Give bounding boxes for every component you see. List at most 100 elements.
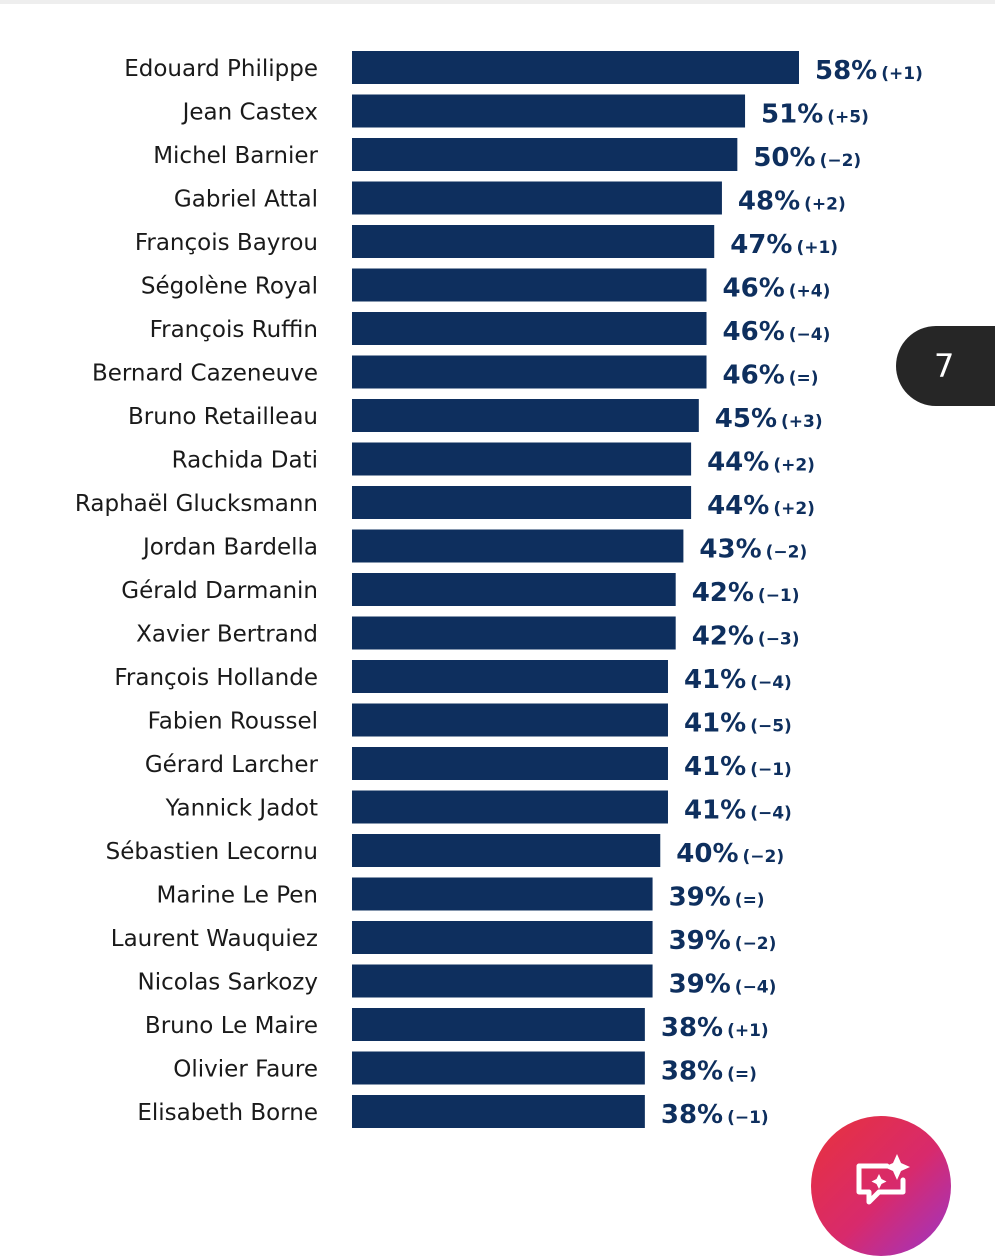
category-label: Xavier Bertrand (136, 622, 318, 648)
change-label: (+1) (727, 1021, 769, 1041)
change-label: (+2) (804, 195, 846, 215)
value-label: 40% (676, 839, 738, 869)
value-label: 44% (707, 448, 769, 478)
category-label: François Bayrou (135, 230, 318, 256)
data-label: 42% (−3) (692, 622, 800, 652)
change-label: (=) (735, 891, 765, 911)
value-label: 42% (692, 622, 754, 652)
bar (352, 573, 676, 606)
bar (352, 486, 692, 519)
data-label: 46% (−4) (723, 317, 831, 347)
bar (352, 877, 653, 911)
bar (352, 747, 668, 780)
change-label: (−5) (750, 717, 792, 737)
change-label: (+3) (781, 412, 823, 432)
value-label: 58% (815, 56, 877, 86)
value-label: 44% (707, 491, 769, 521)
data-label: 51% (+5) (761, 100, 869, 130)
data-label: 39% (−2) (669, 926, 777, 956)
change-label: (+1) (796, 238, 838, 258)
data-label: 40% (−2) (676, 839, 784, 869)
change-label: (=) (789, 369, 819, 389)
value-label: 41% (684, 752, 746, 782)
bar (352, 1095, 645, 1128)
data-label: 44% (+2) (707, 448, 815, 478)
category-label: Laurent Wauquiez (111, 926, 318, 952)
page-number-badge[interactable]: 7 (896, 326, 995, 406)
page-number: 7 (934, 347, 955, 385)
category-label: Yannick Jadot (165, 796, 318, 822)
data-label: 43% (−2) (699, 535, 807, 565)
bar (352, 268, 707, 302)
data-label: 39% (=) (669, 883, 765, 913)
bar (352, 790, 668, 824)
change-label: (−1) (727, 1108, 769, 1128)
data-label: 41% (−4) (684, 796, 792, 826)
value-label: 41% (684, 709, 746, 739)
value-label: 50% (753, 143, 815, 173)
value-label: 48% (738, 187, 800, 217)
ai-assistant-button[interactable] (811, 1116, 951, 1256)
category-label: Elisabeth Borne (137, 1100, 318, 1126)
category-label: François Hollande (114, 665, 318, 691)
bar (352, 834, 661, 867)
bar (352, 921, 653, 954)
category-label: Bernard Cazeneuve (92, 361, 318, 387)
category-label: Jean Castex (181, 100, 318, 126)
bar (352, 1008, 645, 1041)
category-label: Bruno Retailleau (128, 404, 318, 430)
category-label: Olivier Faure (173, 1057, 318, 1083)
category-label: Ségolène Royal (141, 274, 318, 300)
change-label: (−4) (750, 673, 792, 693)
value-label: 39% (669, 883, 731, 913)
value-label: 41% (684, 796, 746, 826)
value-label: 38% (661, 1100, 723, 1130)
category-label: Gabriel Attal (174, 187, 318, 213)
data-label: 50% (−2) (753, 143, 861, 173)
change-label: (+1) (881, 64, 923, 84)
bar (352, 312, 707, 345)
bar (352, 355, 707, 389)
bar (352, 964, 653, 998)
category-label: Rachida Dati (172, 448, 318, 474)
change-label: (−3) (758, 630, 800, 650)
change-label: (+2) (773, 456, 815, 476)
value-label: 51% (761, 100, 823, 130)
bar (352, 181, 722, 215)
bar (352, 138, 738, 171)
bar (352, 399, 699, 432)
sparkle-chat-icon (856, 1154, 910, 1205)
data-label: 47% (+1) (730, 230, 838, 260)
bar (352, 51, 799, 84)
value-label: 38% (661, 1057, 723, 1087)
bar (352, 225, 715, 258)
category-label: Marine Le Pen (157, 883, 318, 909)
bar (352, 616, 676, 650)
change-label: (−1) (750, 760, 792, 780)
value-label: 46% (723, 274, 785, 304)
data-label: 41% (−4) (684, 665, 792, 695)
bar (352, 660, 668, 693)
data-label: 38% (+1) (661, 1013, 769, 1043)
bar (352, 529, 684, 563)
category-label: Sébastien Lecornu (106, 839, 318, 865)
top-divider (0, 0, 995, 4)
value-label: 42% (692, 578, 754, 608)
value-label: 39% (669, 926, 731, 956)
change-label: (−1) (758, 586, 800, 606)
change-label: (−2) (766, 543, 808, 563)
category-label: Michel Barnier (153, 143, 318, 169)
change-label: (+2) (773, 499, 815, 519)
category-label: Edouard Philippe (124, 56, 318, 82)
bar (352, 703, 668, 737)
category-label: Bruno Le Maire (145, 1013, 318, 1039)
category-label: Nicolas Sarkozy (138, 970, 319, 996)
value-label: 46% (723, 317, 785, 347)
bar (352, 94, 746, 128)
data-label: 58% (+1) (815, 56, 923, 86)
bar-chart: Edouard Philippe 58% (+1)Jean Castex 51% (+5… (75, 51, 923, 1130)
category-label: Jordan Bardella (141, 535, 318, 561)
category-label: Raphaël Glucksmann (75, 491, 318, 517)
value-label: 45% (715, 404, 777, 434)
category-label: François Ruffin (150, 317, 318, 343)
